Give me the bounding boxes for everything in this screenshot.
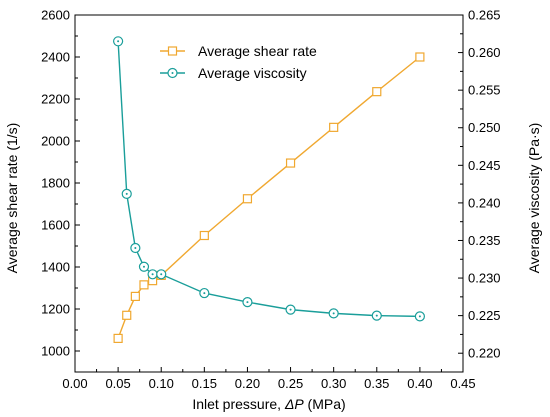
legend-label: Average shear rate [198,43,317,59]
x-tick-label: 0.45 [450,376,475,391]
data-point-shear-rate [139,280,149,290]
data-point-shear-rate [122,310,132,320]
data-point-shear-rate [285,158,296,168]
y-right-tick-label: 0.220 [468,346,501,361]
y-left-tick-label: 1800 [41,176,70,191]
data-point-shear-rate [113,333,123,343]
y-left-tick-label: 2200 [41,92,70,107]
y-right-tick-label: 0.235 [468,233,501,248]
y-left-tick-label: 2600 [41,8,70,23]
y-right-tick-label: 0.250 [468,120,501,135]
y-right-tick-label: 0.260 [468,45,501,60]
y-right-tick-label: 0.240 [468,195,501,210]
data-point-viscosity-dot [375,314,378,317]
y-left-tick-label: 1200 [41,302,70,317]
y-left-tick-label: 1600 [41,218,70,233]
data-point-shear-rate [130,291,140,301]
y-left-tick-label: 1400 [41,260,70,275]
legend: Average shear rate Average viscosity [160,43,317,81]
data-point-shear-rate [372,87,382,97]
y-right-tick-label: 0.255 [468,83,501,98]
y-right-tick-label: 0.225 [468,308,501,323]
x-tick-label: 0.15 [192,376,217,391]
y-axis-right-title: Average viscosity (Pa·s) [526,123,542,274]
series-line-viscosity [117,41,420,318]
y-left-tick-label: 1000 [41,344,70,359]
x-axis-title: Inlet pressure, ΔP (MPa) [192,396,345,412]
x-tick-label: 0.30 [321,376,346,391]
data-point-viscosity-dot [125,192,128,195]
y-right-tick-label: 0.265 [468,8,501,23]
x-tick-label: 0.05 [105,376,130,391]
ticks: 0.00 0.05 0.10 0.15 0.20 0.25 0.30 0.35 0.40 0.45… [41,8,500,392]
legend-label: Average viscosity [198,65,307,81]
legend-marker-square [167,46,178,56]
y-right-tick-label: 0.245 [468,158,501,173]
data-point-viscosity-dot [142,265,145,268]
y-left-tick-label: 2400 [41,50,70,65]
x-tick-label: 0.10 [149,376,174,391]
x-tick-label: 0.40 [407,376,432,391]
y-left-tick-label: 2000 [41,134,70,149]
data-point-viscosity-dot [418,315,421,318]
series-line-shear-rate [117,56,421,339]
data-point-viscosity-dot [151,273,154,276]
y-right-tick-label: 0.230 [468,271,501,286]
data-point-viscosity-dot [203,292,206,295]
data-point-viscosity-dot [332,312,335,315]
x-tick-label: 0.35 [364,376,389,391]
data-point-viscosity-dot [117,40,120,43]
data-point-shear-rate [199,230,209,241]
data-point-viscosity-dot [160,273,163,276]
y-axis-left-title: Average shear rate (1/s) [4,123,20,274]
data-point-shear-rate [242,194,253,204]
legend-marker-dot [171,72,174,74]
series-layer [113,36,425,343]
data-point-shear-rate [329,122,339,132]
x-tick-label: 0.25 [278,376,303,391]
x-tick-label: 0.20 [235,376,260,391]
data-point-viscosity-dot [246,301,249,304]
data-point-viscosity-dot [289,308,292,311]
data-point-shear-rate [415,52,425,62]
x-tick-label: 0.00 [62,376,87,391]
data-point-viscosity-dot [134,246,137,249]
